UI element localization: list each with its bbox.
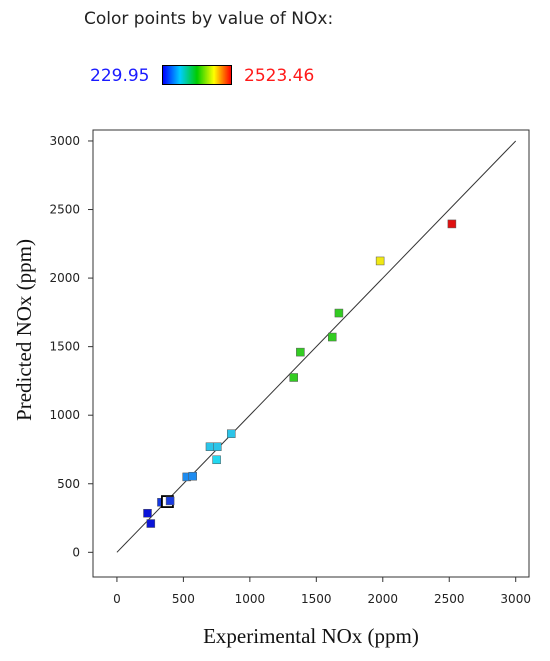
data-point [212, 455, 221, 465]
data-point [165, 496, 175, 506]
data-point [213, 442, 222, 451]
legend-min-label: 229.95 [90, 66, 150, 86]
data-point [375, 256, 385, 266]
data-point [334, 308, 344, 318]
x-tick-label: 0 [113, 592, 121, 606]
legend-max-label: 2523.46 [244, 66, 315, 86]
data-point [226, 429, 236, 438]
x-tick-label: 500 [172, 592, 195, 606]
y-axis-title: Predicted NOx (ppm) [12, 239, 36, 421]
data-point [146, 519, 156, 528]
x-tick-label: 2000 [368, 592, 399, 606]
y-tick-label: 3000 [49, 134, 80, 148]
x-tick-label: 1500 [301, 592, 332, 606]
data-point [188, 471, 197, 481]
data-point [143, 508, 152, 518]
legend-colorbar [162, 65, 232, 85]
y-tick-label: 1500 [49, 340, 80, 354]
y-tick-label: 500 [57, 477, 80, 491]
data-point [447, 219, 457, 229]
y-tick-label: 2500 [49, 203, 80, 217]
y-tick-label: 0 [72, 545, 80, 559]
data-point [289, 373, 298, 382]
x-tick-label: 1000 [235, 592, 266, 606]
legend-title: Color points by value of NOx: [84, 9, 334, 29]
y-tick-label: 2000 [49, 271, 80, 285]
y-tick-label: 1000 [49, 408, 80, 422]
data-point [328, 332, 337, 342]
data-point [296, 347, 305, 357]
x-axis-title: Experimental NOx (ppm) [203, 624, 419, 648]
reference-line [116, 140, 517, 553]
plot-frame [92, 129, 530, 578]
x-tick-label: 3000 [500, 592, 531, 606]
x-tick-label: 2500 [434, 592, 465, 606]
data-point [205, 442, 215, 451]
